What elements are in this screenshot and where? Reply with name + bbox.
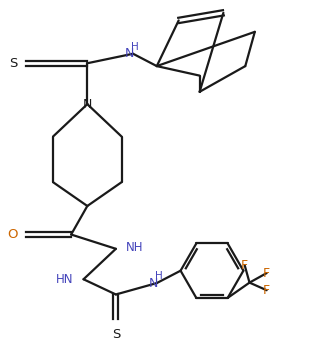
Text: S: S bbox=[9, 57, 18, 70]
Text: H: H bbox=[155, 272, 163, 281]
Text: F: F bbox=[241, 259, 248, 272]
Text: NH: NH bbox=[126, 241, 144, 254]
Text: N: N bbox=[125, 47, 134, 60]
Text: F: F bbox=[263, 284, 270, 297]
Text: S: S bbox=[112, 328, 120, 341]
Text: N: N bbox=[83, 98, 92, 111]
Text: H: H bbox=[131, 42, 139, 52]
Text: HN: HN bbox=[56, 273, 73, 286]
Text: F: F bbox=[263, 267, 270, 280]
Text: N: N bbox=[148, 277, 158, 290]
Text: O: O bbox=[7, 228, 18, 241]
